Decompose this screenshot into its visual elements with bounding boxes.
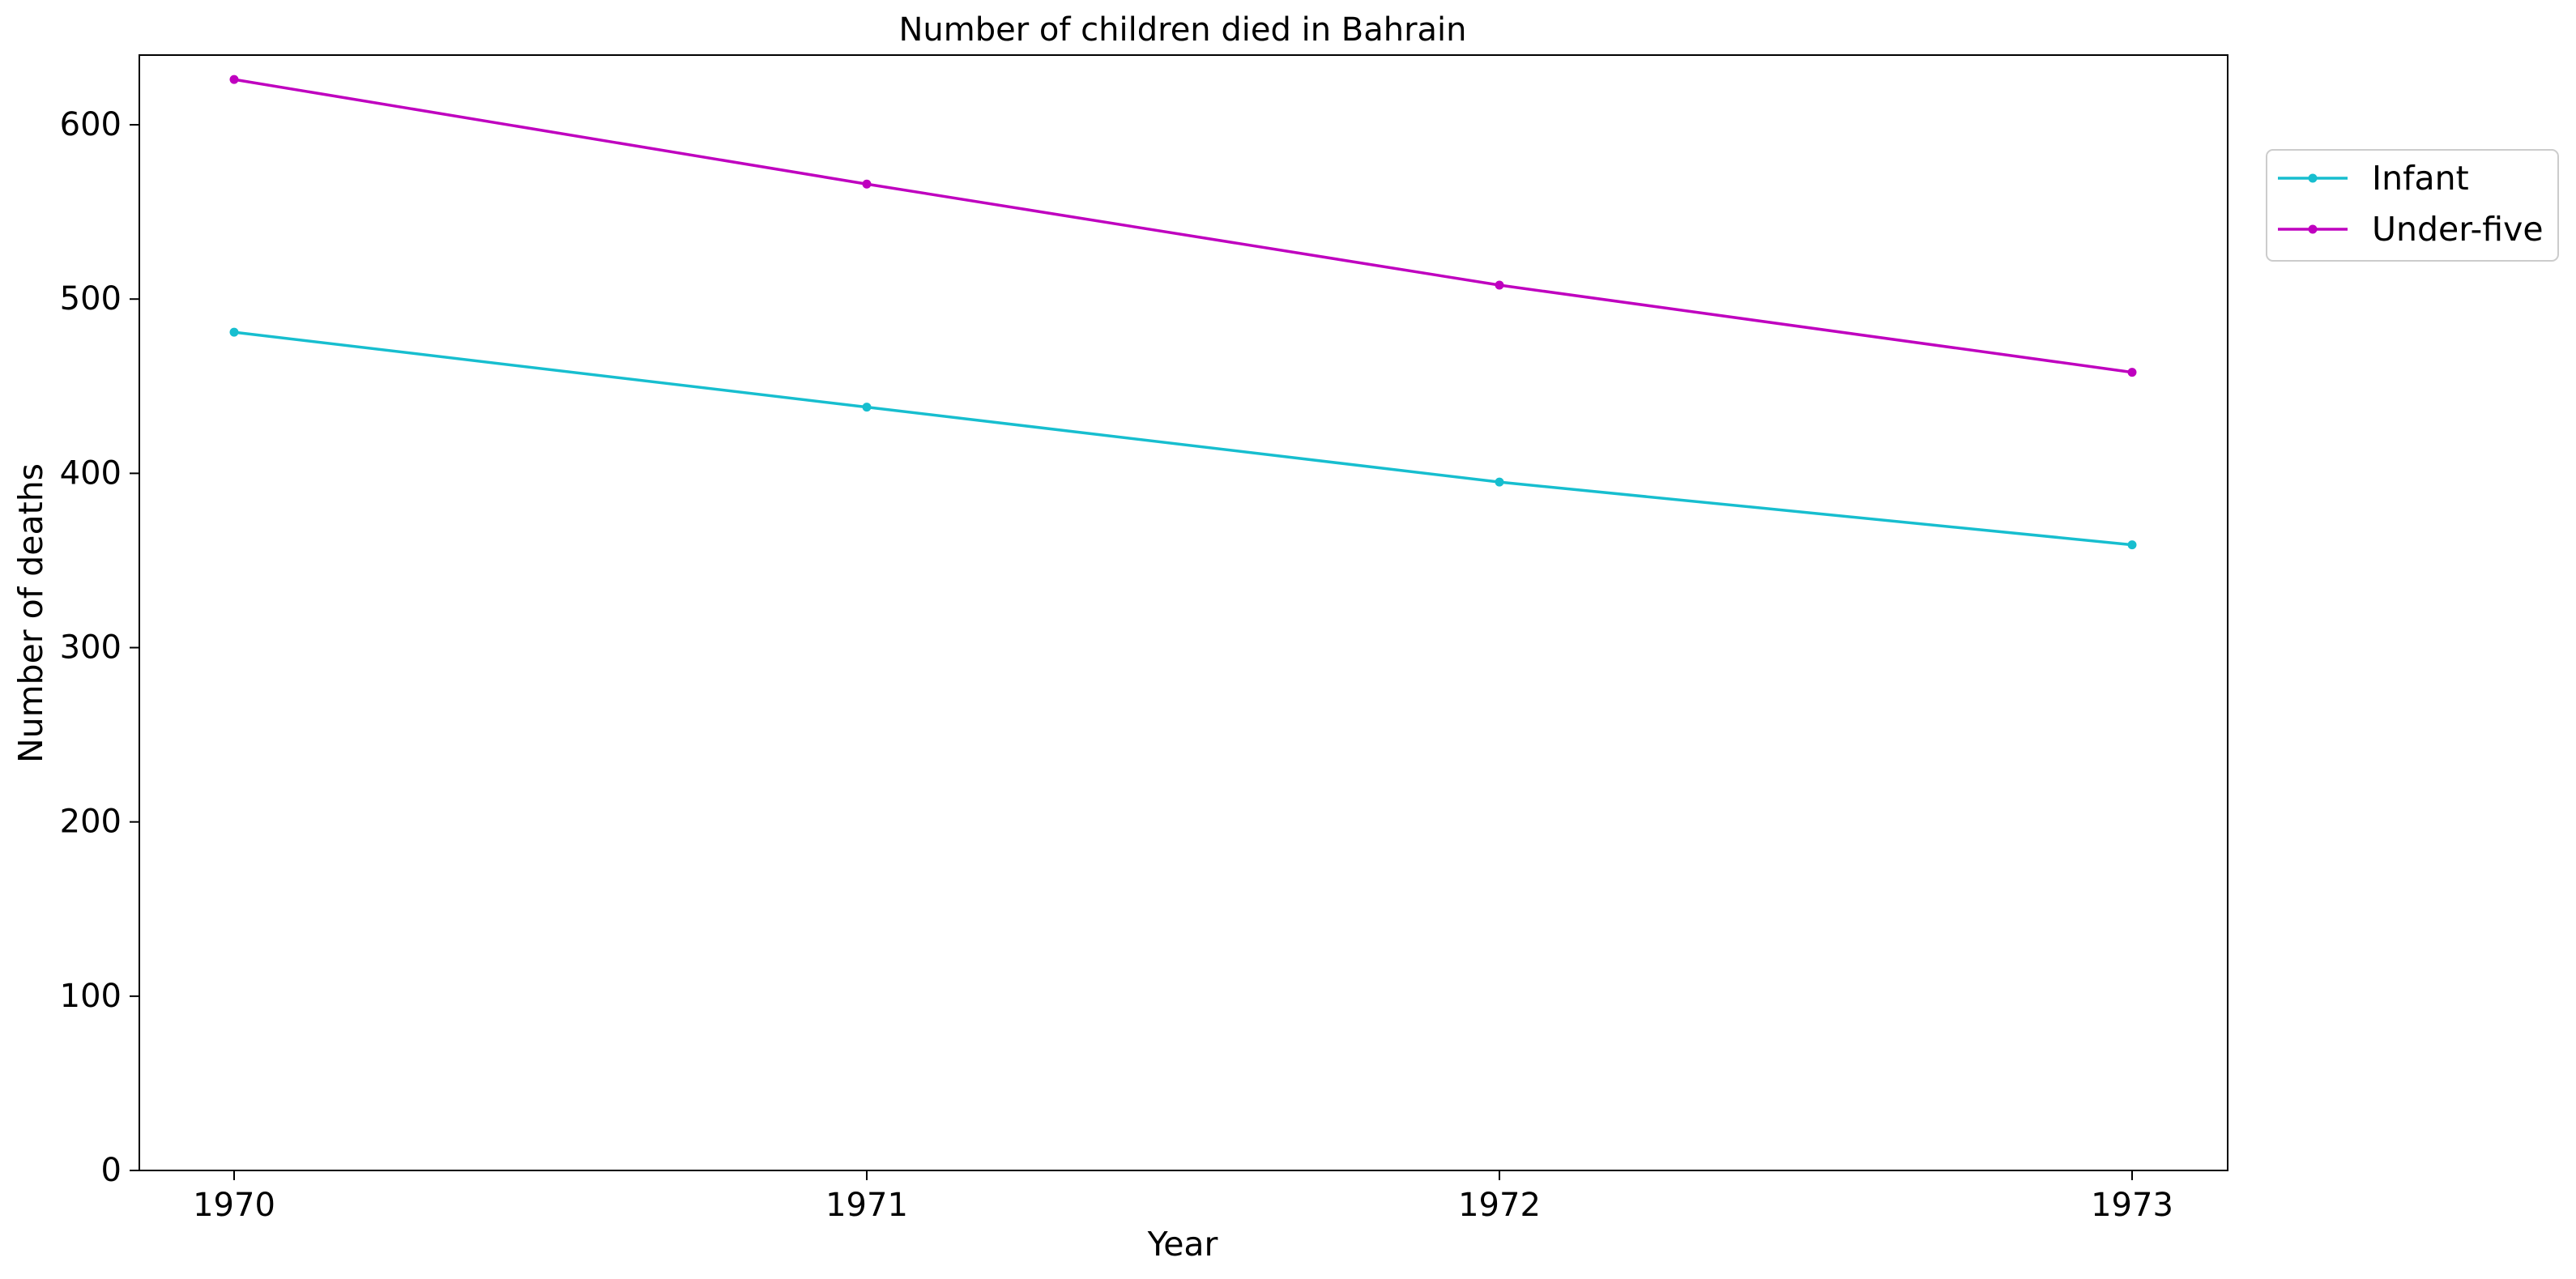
series-line-infant [233, 330, 2133, 547]
y-tick-label: 100 [60, 978, 122, 1015]
data-point-infant [2127, 540, 2137, 550]
data-point-infant [229, 327, 239, 337]
chart-title: Number of children died in Bahrain [899, 11, 1467, 49]
legend-items: Infant Under-five [2278, 159, 2544, 249]
legend-marker [2308, 224, 2318, 234]
y-tick-label: 300 [60, 629, 122, 667]
y-axis: 0 100 200 300 400 500 600 [60, 106, 139, 1189]
x-tick-label: 1972 [1458, 1187, 1541, 1224]
series-under-five [229, 75, 2137, 377]
plot-area-frame [139, 54, 2228, 1171]
y-axis-label: Number of deaths [11, 463, 50, 763]
legend-label: Under-five [2372, 210, 2544, 249]
y-tick-label: 200 [60, 804, 122, 841]
data-point-under-five [229, 75, 239, 84]
series-layer [229, 75, 2137, 550]
series-line-under-five [233, 78, 2133, 374]
x-tick-label: 1971 [825, 1187, 908, 1224]
x-axis-label: Year [1147, 1225, 1218, 1264]
y-tick-label: 400 [60, 454, 122, 492]
data-point-infant [1495, 477, 1504, 487]
x-tick-label: 1973 [2091, 1187, 2173, 1224]
y-tick-label: 600 [60, 106, 122, 143]
y-tick-label: 500 [60, 280, 122, 318]
data-point-infant [862, 403, 872, 412]
data-point-under-five [862, 179, 872, 189]
data-point-under-five [1495, 280, 1504, 290]
series-infant [229, 327, 2137, 550]
data-point-under-five [2127, 368, 2137, 377]
x-axis: 1970 1971 1972 1973 [193, 1170, 2173, 1224]
legend-marker [2308, 173, 2318, 183]
legend-item-infant: Infant [2278, 159, 2469, 198]
legend-label: Infant [2372, 159, 2469, 198]
legend: Infant Under-five [2266, 149, 2559, 262]
legend-item-under-five: Under-five [2278, 210, 2544, 249]
x-tick-label: 1970 [193, 1187, 275, 1224]
y-tick-label: 0 [101, 1152, 122, 1189]
